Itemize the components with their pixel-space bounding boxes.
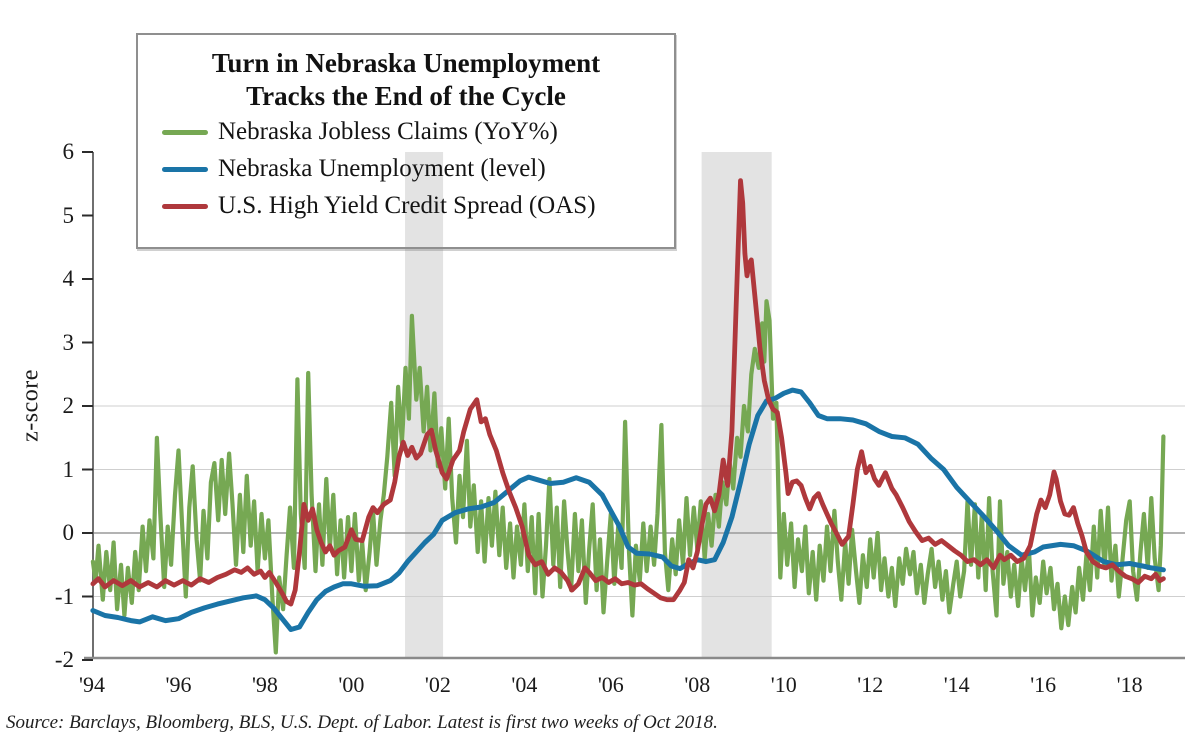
series-line-jobless-claims — [90, 299, 1166, 655]
legend-item-credit-spread: U.S. High Yield Credit Spread (OAS) — [138, 188, 674, 224]
legend-item-unemployment: Nebraska Unemployment (level) — [138, 151, 674, 187]
y-tick-label: 0 — [62, 520, 75, 545]
x-tick-label: '12 — [857, 672, 884, 697]
legend-label: Nebraska Jobless Claims (YoY%) — [218, 118, 558, 145]
chart-title-line2: Tracks the End of the Cycle — [246, 81, 566, 111]
legend-swatch-red-line — [162, 203, 208, 209]
x-tick-label: '08 — [684, 672, 711, 697]
series-line-unemployment — [90, 387, 1166, 632]
x-tick-label: '94 — [79, 672, 105, 697]
legend-swatch-blue-line — [162, 166, 208, 172]
y-tick-label: -1 — [54, 583, 74, 609]
y-tick-label: 3 — [62, 329, 75, 355]
legend-item-jobless-claims: Nebraska Jobless Claims (YoY%) — [138, 114, 674, 150]
y-tick-label: 5 — [62, 202, 75, 228]
y-tick-label: 1 — [62, 456, 75, 482]
y-axis-title: z-score — [17, 369, 44, 442]
x-tick-label: '00 — [338, 672, 365, 697]
x-tick-label: '98 — [251, 672, 278, 697]
legend-swatch-green-line — [162, 129, 208, 135]
legend-box: Turn in Nebraska Unemployment Tracks the… — [136, 33, 676, 249]
x-tick-label: '04 — [511, 672, 538, 697]
x-tick-label: '16 — [1030, 672, 1057, 697]
y-tick-label: 6 — [62, 139, 75, 164]
y-tick-label: 4 — [62, 266, 75, 291]
legend-label: Nebraska Unemployment (level) — [218, 155, 546, 182]
source-note: Source: Barclays, Bloomberg, BLS, U.S. D… — [6, 712, 718, 733]
x-tick-label: '18 — [1116, 672, 1143, 697]
series-line-credit-spread — [90, 178, 1166, 607]
x-tick-label: '06 — [597, 672, 624, 697]
x-tick-label: '14 — [943, 672, 970, 697]
chart-title-line1: Turn in Nebraska Unemployment — [211, 48, 601, 78]
x-tick-label: '02 — [424, 672, 451, 697]
x-tick-label: '10 — [770, 672, 797, 697]
y-tick-label: -2 — [54, 647, 74, 672]
y-tick-label: 2 — [62, 393, 75, 418]
chart-title: Turn in Nebraska Unemployment Tracks the… — [138, 47, 674, 113]
x-tick-label: '96 — [165, 672, 192, 697]
legend-label: U.S. High Yield Credit Spread (OAS) — [218, 192, 596, 219]
